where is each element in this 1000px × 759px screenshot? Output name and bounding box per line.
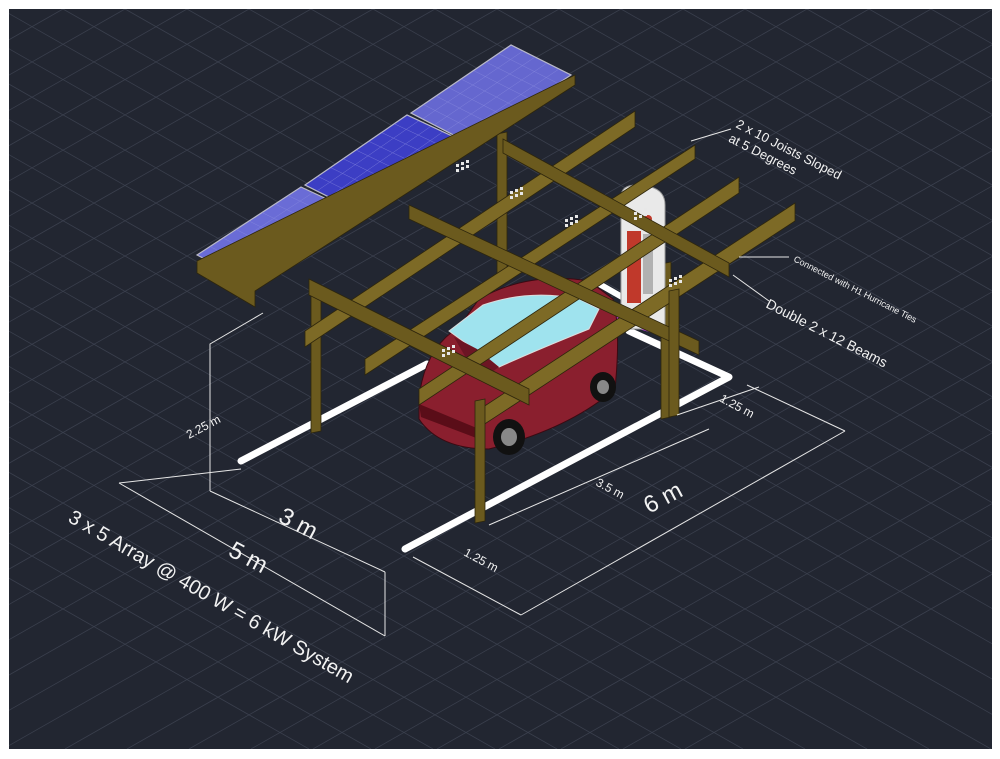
grid-line: [9, 260, 868, 749]
grid-line: [9, 9, 188, 111]
grid-line: [9, 9, 126, 76]
panel-cell-line: [473, 70, 533, 101]
grid-line: [560, 503, 992, 749]
grid-line: [9, 330, 744, 749]
grid-line: [250, 326, 992, 749]
grid-line: [9, 471, 496, 749]
beams-label: Double 2 x 12 Beams: [764, 295, 891, 370]
panel-cell-line: [498, 53, 559, 84]
panel-cell-line: [422, 50, 524, 120]
grid-line: [9, 9, 560, 323]
height-dimension: 2.25 m: [184, 412, 223, 442]
grid-line: [9, 9, 932, 535]
grid-line: [9, 224, 930, 749]
solar-panel-icon: [195, 44, 576, 308]
double-beams: [308, 138, 730, 406]
grid-line: [188, 291, 992, 749]
grid-line: [744, 9, 992, 151]
panel-cell-line: [460, 78, 521, 110]
total-length-dimension: 6 m: [639, 477, 687, 520]
grid-line: [9, 9, 498, 288]
grid-line: [436, 432, 992, 749]
grid-line: [126, 256, 992, 749]
grid-line: [9, 577, 310, 749]
back-span-dimension: 1.25 m: [718, 391, 757, 421]
grid-line: [9, 9, 312, 182]
hurricane-tie: [510, 187, 523, 199]
grid-line: [9, 9, 746, 429]
grid-line: [498, 467, 992, 749]
grid-line: [312, 362, 992, 749]
total-width-dimension: 5 m: [224, 536, 272, 579]
hurricane-tie: [442, 345, 455, 357]
panel-cell-line: [434, 56, 536, 126]
hurricane-tie: [634, 208, 647, 220]
grid-line: [9, 9, 436, 252]
grid-line: [9, 9, 992, 570]
grid-line: [9, 9, 64, 41]
grid-line: [9, 185, 992, 747]
grid-line: [9, 295, 806, 749]
hurricane-ties: [442, 160, 682, 357]
front-posts: [474, 288, 680, 524]
grid-line: [9, 189, 992, 749]
hurricane-tie: [565, 215, 578, 227]
grid-line: [9, 9, 374, 217]
cad-viewport[interactable]: 2 x 10 Joists Sloped at 5 Degrees Connec…: [9, 9, 992, 749]
grid-line: [374, 397, 992, 749]
panel-cell-line: [448, 87, 508, 118]
grid-line: [9, 366, 682, 749]
panel-cell-line: [328, 125, 432, 198]
panel-cell-line: [316, 120, 420, 192]
front-span-dimension: 1.25 m: [462, 545, 501, 575]
carport-scene: 2 x 10 Joists Sloped at 5 Degrees Connec…: [9, 9, 992, 749]
grid-line: [9, 401, 620, 749]
grid-line: [622, 538, 992, 749]
hurricane-tie: [456, 160, 469, 172]
mid-span-dimension: 3.5 m: [594, 475, 627, 501]
grid-line: [9, 9, 250, 147]
hurricane-tie: [669, 275, 682, 287]
grid-line: [9, 9, 870, 499]
panel-cell-line: [445, 62, 548, 132]
grid-line: [9, 436, 558, 749]
grid-line: [9, 9, 808, 464]
grid-line: [684, 573, 992, 749]
grid-line: [9, 542, 372, 749]
post-width-dimension: 3 m: [274, 502, 322, 545]
grid-line: [64, 220, 992, 749]
dimension-lines: [118, 128, 846, 637]
panel-cell-line: [485, 61, 546, 93]
grid-line: [9, 507, 434, 749]
grid-line: [868, 9, 992, 80]
